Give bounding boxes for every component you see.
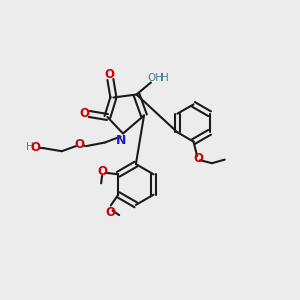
Text: O: O	[30, 141, 40, 154]
Text: O: O	[105, 68, 115, 81]
Text: O: O	[74, 137, 85, 151]
Text: N: N	[116, 134, 127, 147]
Text: H: H	[26, 142, 34, 152]
Text: O: O	[79, 107, 89, 120]
Text: O: O	[97, 165, 107, 178]
Text: O: O	[105, 206, 115, 219]
Text: H: H	[161, 73, 169, 83]
Text: OH: OH	[147, 73, 163, 83]
Text: O: O	[193, 152, 203, 166]
